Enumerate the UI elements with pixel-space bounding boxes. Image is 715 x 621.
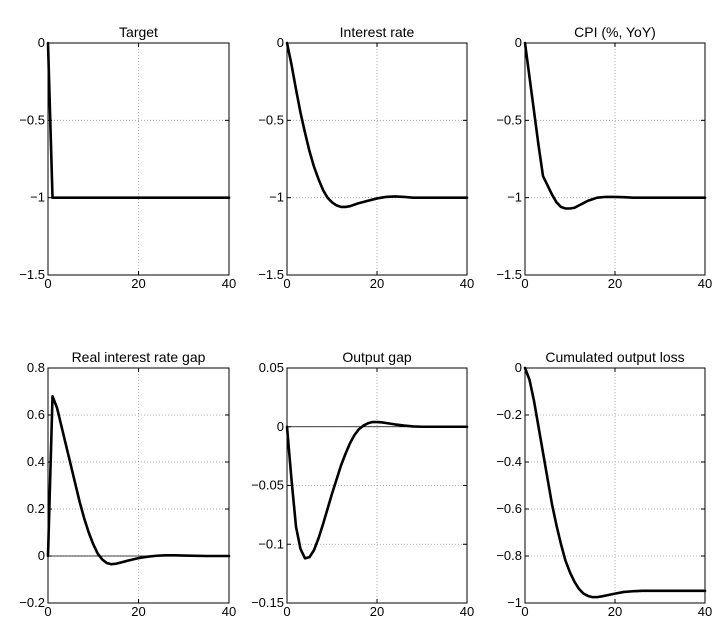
- x-tick-label: 40: [460, 276, 474, 291]
- x-tick-label: 20: [608, 604, 622, 619]
- x-tick-label: 40: [460, 604, 474, 619]
- plot-area: [525, 43, 705, 275]
- y-tick-label: 0.2: [27, 501, 45, 516]
- panel-title: Interest rate: [340, 24, 415, 40]
- x-tick-label: 40: [698, 276, 712, 291]
- x-tick-label: 20: [370, 604, 384, 619]
- plot-area: [48, 43, 229, 275]
- panel-title: Cumulated output loss: [545, 349, 684, 365]
- y-tick-label: −0.5: [496, 112, 522, 127]
- x-tick-label: 0: [44, 276, 51, 291]
- panel-2: 0 20 40 0 −0.5 −1 −1.5 Interest rate: [258, 24, 474, 291]
- y-tick-label: 0.4: [27, 454, 45, 469]
- x-tick-label: 20: [370, 276, 384, 291]
- series-line: [46, 41, 231, 199]
- y-tick-label: −0.1: [258, 536, 284, 551]
- x-tick-label: 0: [283, 604, 290, 619]
- panel-title: Target: [119, 24, 158, 40]
- y-tick-label: −0.05: [251, 478, 284, 493]
- y-tick-label: −1: [507, 595, 522, 610]
- panel-title: Output gap: [342, 349, 411, 365]
- x-tick-label: 40: [222, 276, 236, 291]
- y-tick-label: 0: [277, 35, 284, 50]
- panel-title: Real interest rate gap: [72, 349, 206, 365]
- series-line: [285, 420, 469, 560]
- y-tick-label: −1: [30, 190, 45, 205]
- x-tick-label: 40: [222, 604, 236, 619]
- x-tick-label: 0: [521, 276, 528, 291]
- y-tick-label: −0.5: [258, 112, 284, 127]
- y-tick-label: −0.15: [251, 595, 284, 610]
- series-line: [46, 394, 231, 566]
- y-tick-label: 0.8: [27, 360, 45, 375]
- y-tick-label: −0.2: [496, 407, 522, 422]
- y-tick-label: 0.05: [259, 360, 284, 375]
- y-tick-label: −0.8: [496, 548, 522, 563]
- x-tick-label: 40: [698, 604, 712, 619]
- y-tick-label: −0.2: [19, 595, 45, 610]
- panel-1: 0 20 40 0 −0.5 −1 −1.5 Target: [19, 24, 236, 291]
- y-tick-label: −1.5: [258, 267, 284, 282]
- panel-6: 0 20 40 0 −0.2 −0.4 −0.6 −0.8 −1 Cumulated output…: [496, 349, 712, 619]
- y-tick-label: −1.5: [496, 267, 522, 282]
- y-tick-label: 0: [515, 35, 522, 50]
- y-tick-label: −0.4: [496, 454, 522, 469]
- y-tick-label: 0: [515, 360, 522, 375]
- y-tick-label: −0.5: [19, 112, 45, 127]
- panel-3: 0 20 40 0 −0.5 −1 −1.5 CPI (%, YoY): [496, 24, 712, 291]
- y-tick-label: 0: [38, 35, 45, 50]
- y-tick-label: 0: [277, 419, 284, 434]
- y-tick-label: 0: [38, 548, 45, 563]
- series-line: [285, 41, 469, 209]
- y-tick-label: −1: [507, 190, 522, 205]
- y-tick-label: −1: [269, 190, 284, 205]
- plot-area: [287, 43, 467, 275]
- y-tick-label: −1.5: [19, 267, 45, 282]
- x-tick-label: 20: [131, 276, 145, 291]
- x-tick-label: 0: [283, 276, 290, 291]
- panel-title: CPI (%, YoY): [574, 24, 656, 40]
- panel-5: 0 20 40 0.05 0 −0.05 −0.1 −0.15 Output gap: [251, 349, 474, 619]
- y-tick-label: −0.6: [496, 501, 522, 516]
- x-tick-label: 0: [521, 604, 528, 619]
- x-tick-label: 20: [608, 276, 622, 291]
- series-line: [523, 41, 707, 210]
- x-tick-label: 0: [44, 604, 51, 619]
- series-line: [523, 366, 707, 599]
- x-tick-label: 20: [131, 604, 145, 619]
- y-tick-label: 0.6: [27, 407, 45, 422]
